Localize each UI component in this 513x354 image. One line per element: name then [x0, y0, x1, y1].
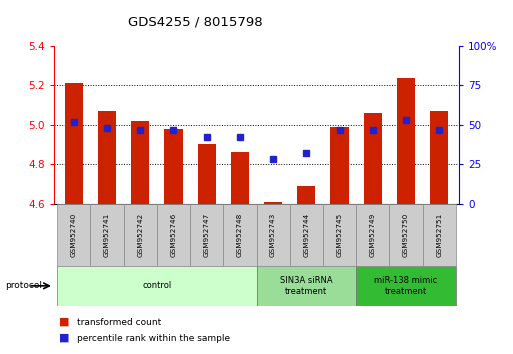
Bar — [57, 204, 90, 266]
Bar — [323, 204, 356, 266]
Text: GSM952745: GSM952745 — [337, 212, 343, 257]
Text: transformed count: transformed count — [77, 318, 161, 327]
Bar — [223, 204, 256, 266]
Text: control: control — [142, 281, 171, 290]
Bar — [356, 266, 456, 306]
Text: miR-138 mimic
treatment: miR-138 mimic treatment — [374, 276, 438, 296]
Bar — [330, 127, 349, 204]
Bar — [198, 144, 216, 204]
Bar — [423, 204, 456, 266]
Bar — [190, 204, 223, 266]
Bar — [164, 129, 183, 204]
Text: GSM952746: GSM952746 — [170, 212, 176, 257]
Text: GSM952748: GSM952748 — [237, 212, 243, 257]
Bar — [364, 113, 382, 204]
Bar — [157, 204, 190, 266]
Text: GSM952747: GSM952747 — [204, 212, 210, 257]
Text: GDS4255 / 8015798: GDS4255 / 8015798 — [128, 16, 262, 29]
Text: SIN3A siRNA
treatment: SIN3A siRNA treatment — [280, 276, 332, 296]
Bar — [90, 204, 124, 266]
Text: percentile rank within the sample: percentile rank within the sample — [77, 333, 230, 343]
Bar — [389, 204, 423, 266]
Bar — [256, 266, 356, 306]
Text: ■: ■ — [59, 333, 69, 343]
Text: GSM952741: GSM952741 — [104, 212, 110, 257]
Bar — [397, 78, 415, 204]
Bar — [124, 204, 157, 266]
Bar — [264, 201, 282, 204]
Text: GSM952740: GSM952740 — [71, 212, 77, 257]
Text: GSM952750: GSM952750 — [403, 212, 409, 257]
Bar — [256, 204, 290, 266]
Bar — [356, 204, 389, 266]
Bar — [98, 111, 116, 204]
Text: protocol: protocol — [5, 281, 42, 290]
Bar — [131, 121, 149, 204]
Text: GSM952742: GSM952742 — [137, 212, 143, 257]
Text: GSM952744: GSM952744 — [303, 212, 309, 257]
Text: GSM952743: GSM952743 — [270, 212, 276, 257]
Bar — [290, 204, 323, 266]
Bar — [65, 84, 83, 204]
Bar — [57, 266, 256, 306]
Text: GSM952749: GSM952749 — [370, 212, 376, 257]
Text: ■: ■ — [59, 317, 69, 327]
Bar — [231, 152, 249, 204]
Text: GSM952751: GSM952751 — [436, 212, 442, 257]
Bar — [430, 111, 448, 204]
Bar — [297, 186, 315, 204]
